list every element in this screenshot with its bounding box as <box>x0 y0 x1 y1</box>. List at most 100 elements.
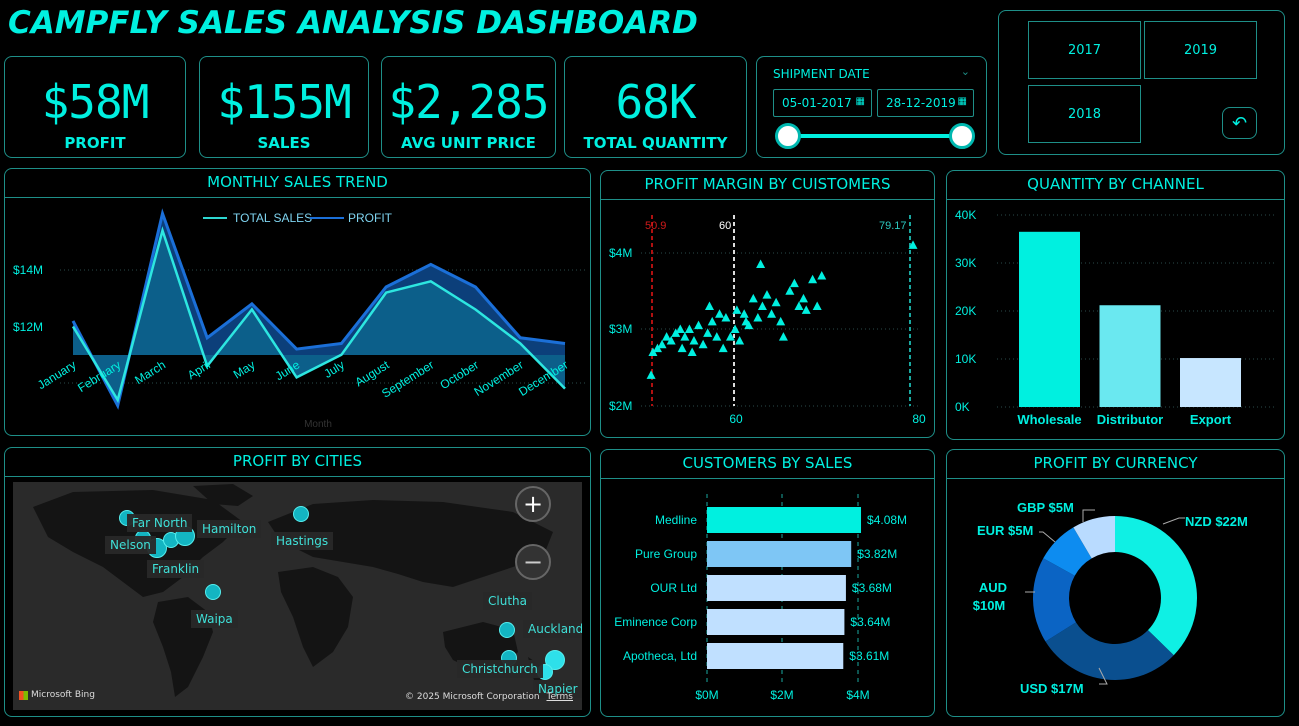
channel-bar-export[interactable] <box>1180 358 1241 407</box>
profit-by-cities-panel: PROFIT BY CITIES Far North Hamilton Nels… <box>4 447 591 717</box>
zoom-out-button[interactable]: − <box>515 544 551 580</box>
reset-button[interactable]: ↶ <box>1222 107 1257 139</box>
profit-margin-title: PROFIT MARGIN BY CUISTOMERS <box>644 175 891 193</box>
scatter-point[interactable] <box>753 313 763 322</box>
date-range-end-handle[interactable] <box>949 123 975 149</box>
scatter-point[interactable] <box>812 301 822 311</box>
customer-bar[interactable] <box>707 507 862 533</box>
channel-bar-wholesale[interactable] <box>1019 231 1080 407</box>
scatter-point[interactable] <box>725 332 735 341</box>
scatter-point[interactable] <box>675 324 685 334</box>
scatter-point[interactable] <box>707 316 717 326</box>
scatter-point[interactable] <box>817 270 827 280</box>
scatter-point[interactable] <box>794 301 804 311</box>
scatter-point[interactable] <box>694 320 704 330</box>
scatter-point[interactable] <box>739 309 749 318</box>
year-2018-button[interactable]: 2018 <box>1028 85 1141 143</box>
scatter-point[interactable] <box>789 278 799 288</box>
scatter-point[interactable] <box>744 320 754 330</box>
scatter-point[interactable] <box>908 240 918 249</box>
scatter-point[interactable] <box>718 343 728 353</box>
scatter-point[interactable] <box>698 339 708 349</box>
scatter-point[interactable] <box>732 305 742 314</box>
chevron-down-icon[interactable]: ⌄ <box>960 65 970 78</box>
scatter-point[interactable] <box>703 328 713 337</box>
scatter-point[interactable] <box>684 324 694 334</box>
scatter-point[interactable] <box>657 339 667 349</box>
scatter-point[interactable] <box>677 343 687 353</box>
scatter-point[interactable] <box>757 301 767 311</box>
customer-bar[interactable] <box>707 609 845 635</box>
map-label-auckland: Auckland <box>523 620 582 638</box>
currency-label-eur: EUR $5M <box>977 523 1033 538</box>
scatter-point[interactable] <box>648 347 658 356</box>
channel-bar-distributor[interactable] <box>1099 305 1161 407</box>
map-label-waipa: Waipa <box>191 610 238 628</box>
scatter-point[interactable] <box>767 309 777 318</box>
donut-slice-eur[interactable] <box>1043 527 1092 576</box>
scatter-point[interactable] <box>785 286 795 295</box>
world-map[interactable]: Far North Hamilton Nelson Hastings Frank… <box>13 482 582 710</box>
scatter-point[interactable] <box>776 316 786 326</box>
year-2019-button[interactable]: 2019 <box>1144 21 1257 79</box>
map-terms-link[interactable]: Terms <box>546 692 573 702</box>
map-bubble-hastings[interactable] <box>293 506 309 522</box>
legend-total-sales-label: TOTAL SALES <box>233 211 312 225</box>
y-tick-12m: $12M <box>13 320 43 334</box>
end-date-input[interactable]: 28-12-2019 ▦ <box>877 89 974 117</box>
customer-bar[interactable] <box>707 575 846 601</box>
channel-category-label: Distributor <box>1097 412 1163 427</box>
scatter-point[interactable] <box>689 335 699 345</box>
scatter-point[interactable] <box>748 293 758 303</box>
scatter-point[interactable] <box>730 324 740 334</box>
scatter-point[interactable] <box>756 259 766 268</box>
channel-y-tick: 20K <box>955 304 976 318</box>
scatter-point[interactable] <box>704 301 714 311</box>
scatter-point[interactable] <box>712 332 722 341</box>
donut-slice-usd[interactable] <box>1045 622 1174 680</box>
leader-usd <box>1098 667 1108 685</box>
year-slicer: 2017 2019 2018 ↶ <box>998 10 1285 155</box>
scatter-point[interactable] <box>771 297 781 307</box>
kpi-quantity-value: 68K <box>615 75 696 129</box>
scatter-point[interactable] <box>671 328 681 337</box>
zoom-in-button[interactable]: + <box>515 486 551 522</box>
date-range-track[interactable] <box>787 134 963 138</box>
scatter-point[interactable] <box>715 309 725 318</box>
customers-by-sales-title: CUSTOMERS BY SALES <box>682 454 853 472</box>
scatter-point[interactable] <box>652 343 662 353</box>
microsoft-logo-icon <box>19 690 28 700</box>
scatter-point[interactable] <box>801 305 811 314</box>
customer-bar[interactable] <box>707 643 844 669</box>
map-bubble-waipa[interactable] <box>205 584 221 600</box>
scatter-point[interactable] <box>762 290 772 299</box>
kpi-avg-price-label: AVG UNIT PRICE <box>401 134 536 152</box>
scatter-point[interactable] <box>735 335 745 345</box>
donut-slice-aud[interactable] <box>1033 558 1077 642</box>
leader-nzd <box>1162 517 1185 525</box>
scatter-point[interactable] <box>798 293 808 303</box>
map-bubble-clutha[interactable] <box>499 622 515 638</box>
scatter-point[interactable] <box>646 370 656 379</box>
year-2017-button[interactable]: 2017 <box>1028 21 1141 79</box>
date-range-start-handle[interactable] <box>775 123 801 149</box>
scatter-point[interactable] <box>662 332 672 341</box>
customer-bar[interactable] <box>707 541 852 567</box>
scatter-point[interactable] <box>721 313 731 322</box>
scatter-point[interactable] <box>666 335 676 345</box>
y-tick-3m: $3M <box>609 322 632 336</box>
scatter-point[interactable] <box>808 274 818 284</box>
x-tick-80: 80 <box>912 412 926 426</box>
donut-slice-nzd[interactable] <box>1115 516 1197 656</box>
start-date-input[interactable]: 05-01-2017 ▦ <box>773 89 872 117</box>
shipment-date-title: SHIPMENT DATE <box>773 67 870 81</box>
kpi-quantity-card: 68K TOTAL QUANTITY <box>564 56 747 158</box>
donut-slice-gbp[interactable] <box>1073 516 1115 559</box>
channel-y-tick: 10K <box>955 352 976 366</box>
max-margin-label: 79.17 <box>879 220 907 232</box>
scatter-point[interactable] <box>687 347 697 356</box>
scatter-point[interactable] <box>680 332 690 341</box>
scatter-point[interactable] <box>778 332 788 341</box>
currency-label-aud-value: $10M <box>973 598 1006 613</box>
customer-name: Apotheca, Ltd <box>623 649 697 663</box>
